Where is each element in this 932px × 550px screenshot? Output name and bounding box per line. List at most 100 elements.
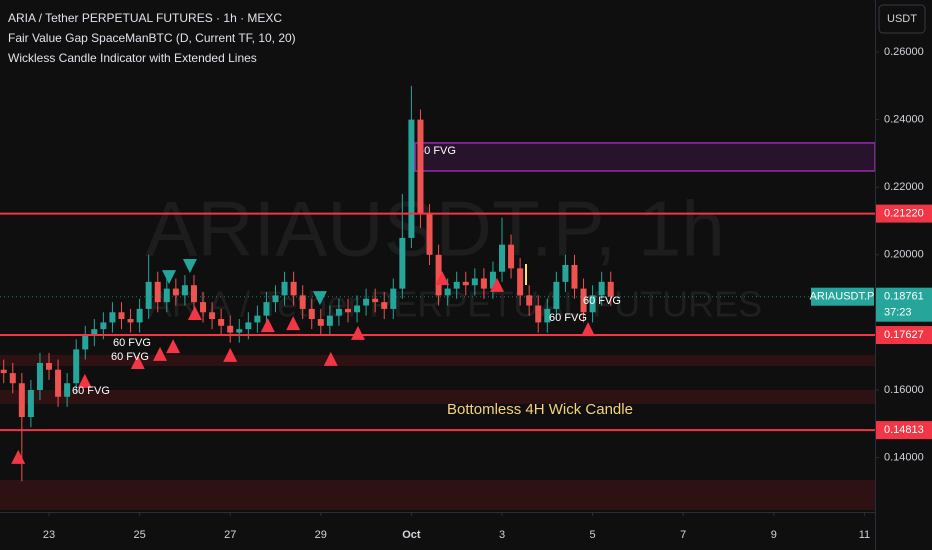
wick-zone [0, 389, 875, 404]
signal-marker [182, 258, 197, 273]
x-tick-label: 11 [859, 529, 870, 541]
level-label: 0.14813 [884, 424, 924, 436]
candle-body [227, 325, 234, 333]
candle-body [317, 319, 324, 326]
candle-body [417, 119, 424, 215]
candle-body [544, 308, 551, 323]
chart-title: ARIA / Tether PERPETUAL FUTURES · 1h · M… [8, 11, 282, 25]
x-tick-label: 25 [133, 529, 145, 541]
signal-marker [581, 322, 596, 337]
y-tick-label: 0.26000 [884, 46, 924, 58]
candle-body [82, 335, 89, 350]
indicator: Fair Value Gap SpaceManBTC (D, Current T… [8, 31, 296, 45]
candle-body [480, 278, 487, 289]
signal-marker [350, 325, 365, 340]
symbol-tag [811, 287, 874, 306]
level-tag [876, 326, 932, 345]
y-tick-label: 0.24000 [884, 114, 924, 126]
level-label: 0.17627 [884, 329, 924, 341]
candle-body [0, 369, 7, 374]
candle-body [607, 281, 614, 297]
candle-body [426, 214, 433, 255]
candle-body [435, 254, 442, 296]
signal-marker [77, 373, 92, 388]
candle-body [27, 389, 34, 418]
candle-body [535, 305, 542, 323]
x-tick-label: Oct [402, 529, 421, 541]
currency-button[interactable] [878, 4, 926, 34]
signal-marker [323, 351, 338, 366]
candle-body [263, 302, 270, 316]
candle-body [526, 295, 533, 306]
candle-body [281, 281, 288, 296]
fvg-label: 60 FVG [549, 312, 587, 324]
symbol-label: ARIAUSDT.P [810, 291, 875, 303]
candle-body [55, 369, 62, 397]
candle-body [272, 295, 279, 303]
candle-body [363, 298, 370, 306]
fvg-label: 60 FVG [111, 351, 149, 363]
signal-marker [435, 271, 450, 286]
x-tick-label: 7 [680, 529, 686, 541]
candle-body [145, 281, 152, 309]
signal-marker [490, 277, 505, 292]
indicator: Wickless Candle Indicator with Extended … [8, 51, 257, 65]
signal-marker [11, 449, 26, 464]
candle-body [36, 362, 43, 390]
currency[interactable]: USDT [887, 13, 917, 25]
candle-body [154, 281, 161, 303]
signal-marker [286, 316, 301, 331]
wick-zone [0, 479, 875, 510]
candle-body [589, 295, 596, 313]
candle-body [462, 281, 469, 286]
candle-body [136, 308, 143, 323]
candle-body [181, 285, 188, 296]
candle-body [254, 315, 261, 323]
zone-label: Bottomless 4H Wick Candle [447, 401, 633, 418]
candle-body [571, 264, 578, 289]
candle-body [598, 281, 605, 296]
candle-body [290, 281, 297, 296]
candle-body [200, 302, 207, 313]
fvg-label: 60 FVG [72, 385, 110, 397]
candle-body [381, 302, 388, 309]
candle-body [209, 312, 216, 320]
fvg-label: 60 FVG [113, 337, 151, 349]
candle-body [562, 264, 569, 282]
candle-body [18, 383, 25, 418]
signal-marker [162, 270, 177, 285]
x-tick-label: 3 [499, 529, 505, 541]
candle-body [218, 319, 225, 326]
candle-body [172, 288, 179, 296]
signal-marker [166, 339, 181, 354]
y-tick-label: 0.22000 [884, 181, 924, 193]
candle-body [326, 315, 333, 326]
candle-body [344, 308, 351, 313]
candle-body [471, 278, 478, 286]
candle-body [299, 295, 306, 309]
watermark: ARIAUSDT.P, 1h [145, 185, 724, 273]
candle-body [308, 308, 315, 320]
candle-body [46, 362, 53, 370]
wick-zone [0, 354, 875, 367]
signal-marker [223, 347, 238, 362]
countdown: 37:23 [884, 307, 912, 319]
candle-body [9, 373, 16, 384]
level-tag [876, 204, 932, 223]
signal-marker [312, 291, 327, 306]
candle-body [100, 322, 107, 330]
price-label: 0.18761 [884, 291, 924, 303]
signal-marker [152, 346, 167, 361]
candle-body [444, 288, 451, 296]
candle-body [190, 285, 197, 303]
candle-body [64, 383, 71, 397]
watermark-sub: ARIA / Tether PERPETUAL FUTURES [148, 284, 762, 325]
x-tick-label: 23 [43, 529, 55, 541]
x-tick-label: 9 [771, 529, 777, 541]
candle-body [91, 329, 98, 336]
plot: Bottomless 4H Wick Candle 60 FVG 0.26000 0.… [0, 46, 932, 541]
candle-body [73, 349, 80, 384]
y-tick-label: 0.20000 [884, 249, 924, 261]
candle-body [499, 244, 506, 272]
